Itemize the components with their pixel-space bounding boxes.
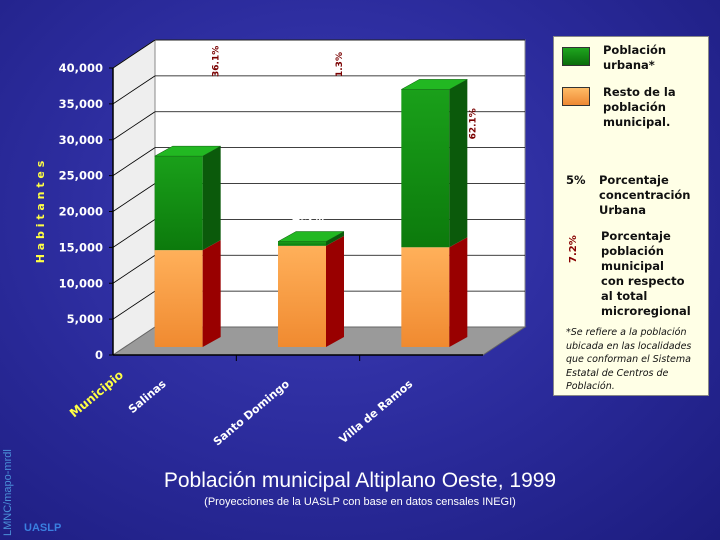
bar-urban-side [449,79,468,248]
gridline-side [112,39,156,69]
bar-urban [401,89,450,248]
gridline-side [112,75,156,105]
top-percentage-label: 50.2% [165,125,205,139]
legend-pct-text: Porcentaje concentración Urbana [599,173,691,217]
y-tick-label: 25,000 [59,169,103,183]
legend: Población urbana* Resto de la población … [553,36,709,396]
bar-rest-side [326,235,344,347]
y-tick-label: 5,000 [67,312,103,326]
bar-urban-top [153,145,222,157]
bars [153,79,469,347]
bar-rest-side [449,237,468,347]
legend-pct-text-2: Porcentaje población municipal con respe… [601,229,691,318]
chart-subtitle: (Proyecciones de la UASLP con base en da… [204,496,516,508]
x-axis-ticks: Salinas Santo Domingo Villa de Ramos [126,355,416,448]
gridline-side [112,219,156,248]
y-tick-label: 40,000 [59,61,103,75]
legend-label-urban: Población urbana* [603,43,667,72]
bar-urban-side [202,146,221,251]
y-axis-ticks: 0 5,000 10,000 15,000 20,000 25,000 30,000 35,0… [59,61,483,362]
bar-urban [154,156,203,251]
bar-rest [401,247,450,347]
bar-urban-side [326,231,344,246]
y-tick-label: 10,000 [59,276,103,290]
top-percentage-label: 4.3% [292,211,324,225]
bar-urban-top [400,79,469,90]
gridline-side [112,111,156,141]
gridline-side [112,290,156,320]
credit-vertical: LMNC/mapo-mrdl [2,449,14,536]
legend-footnote: *Se refiere a la población ubicada en la… [566,327,692,392]
gridline-side [112,147,156,176]
urban-percentage-label: 36.1% [212,46,222,77]
y-axis-label: H a b i t a n t e s [34,160,47,263]
y-tick-label: 20,000 [59,205,103,219]
data-labels: 50.2% 36.1% 4.3% 1.3% 62.6% 62.1% [165,46,479,225]
y-tick-label: 0 [95,348,103,362]
credit-uaslp: UASLP [24,522,62,534]
top-percentage-label: 62.6% [411,58,451,72]
urban-percentage-label: 1.3% [335,52,345,77]
y-tick-label: 35,000 [59,97,103,111]
x-tick-label: Salinas [126,377,169,416]
legend-swatch-rest [562,87,590,106]
urban-percentage-label: 62.1% [468,108,478,139]
x-axis-label: Municipio [67,368,126,421]
legend-swatch-urban [562,47,590,66]
y-tick-label: 15,000 [59,240,103,254]
bar-urban-top [277,231,345,242]
gridline-side [112,183,156,212]
chart-title: Población municipal Altiplano Oeste, 199… [163,469,557,492]
legend-pct-example-vertical: 7.2% [568,235,579,263]
bar-rest-side [202,240,221,347]
legend-pct-example: 5% [566,173,586,187]
x-tick-label: Villa de Ramos [337,377,416,446]
bar-rest [278,245,326,347]
bar-rest [154,250,203,347]
bar-urban [278,241,326,246]
x-tick-label: Santo Domingo [211,377,292,448]
y-tick-label: 30,000 [59,133,103,147]
legend-label-rest: Resto de la población municipal. [603,85,676,129]
gridline-side [112,254,156,284]
